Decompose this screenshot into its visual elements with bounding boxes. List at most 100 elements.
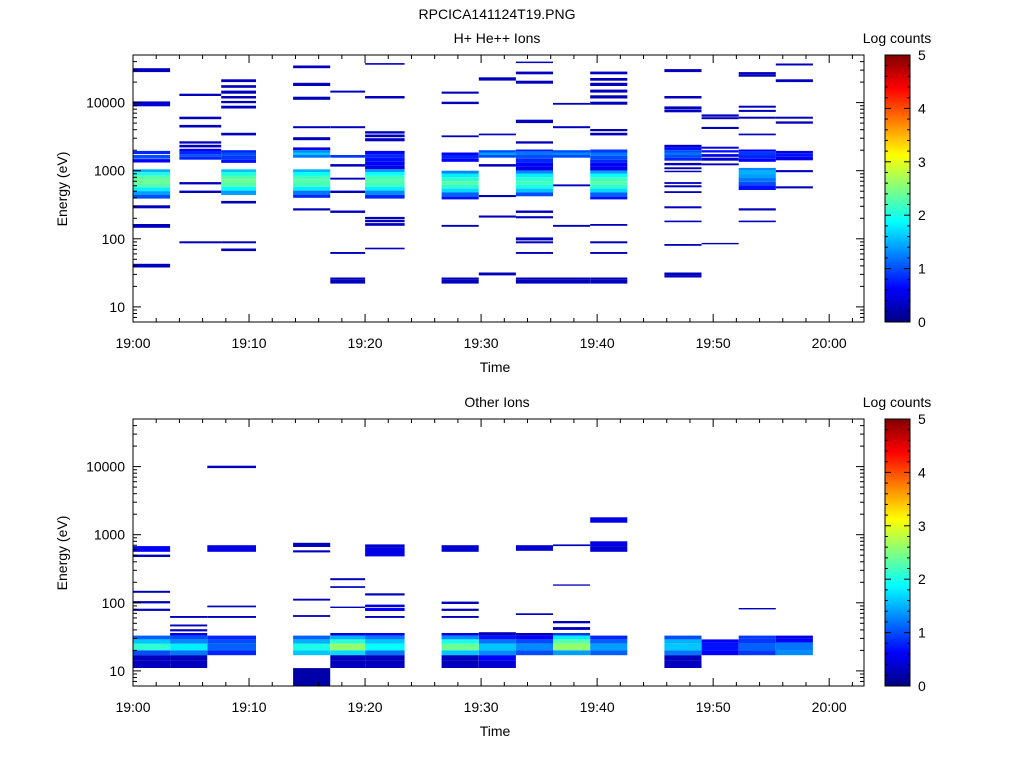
heatmap-cell bbox=[553, 627, 591, 630]
heatmap-cell bbox=[293, 639, 331, 644]
heatmap-cell bbox=[515, 170, 553, 174]
heatmap-cell bbox=[365, 186, 405, 191]
x-tick-label: 20:00 bbox=[812, 335, 847, 351]
heatmap-cell bbox=[170, 643, 208, 651]
heatmap-cell bbox=[293, 677, 331, 686]
heatmap-cell bbox=[170, 639, 208, 644]
heatmap-cell bbox=[478, 272, 516, 276]
heatmap-cell bbox=[293, 126, 331, 129]
heatmap-cell bbox=[221, 186, 256, 191]
heatmap-cell bbox=[330, 635, 366, 640]
heatmap-cell bbox=[590, 241, 628, 244]
heatmap-cell bbox=[330, 210, 366, 213]
x-tick-label: 19:40 bbox=[580, 699, 615, 715]
heatmap-cell bbox=[664, 144, 702, 148]
heatmap-cell bbox=[664, 220, 702, 223]
colorbar-tick-label: 4 bbox=[918, 464, 926, 480]
heatmap-cell bbox=[293, 152, 331, 155]
heatmap-cell bbox=[207, 639, 256, 644]
heatmap-cell bbox=[365, 154, 405, 158]
heatmap-cell bbox=[701, 157, 739, 161]
heatmap-cell bbox=[179, 124, 222, 128]
heatmap-cell bbox=[330, 633, 366, 636]
heatmap-cell bbox=[553, 224, 591, 227]
heatmap-cell bbox=[207, 650, 256, 656]
heatmap-cell bbox=[207, 545, 256, 552]
heatmap-cell bbox=[330, 90, 366, 93]
heatmap-cell bbox=[441, 635, 479, 640]
heatmap-cell bbox=[293, 65, 331, 69]
colorbar: 0 1 2 3 4 5 bbox=[884, 47, 926, 330]
heatmap-cell bbox=[221, 175, 256, 180]
heatmap-cell bbox=[515, 613, 553, 615]
colorbar-tick-label: 1 bbox=[918, 261, 926, 277]
heatmap-cell bbox=[590, 224, 628, 226]
heatmap-cell bbox=[221, 241, 256, 244]
heatmap-cell bbox=[441, 177, 479, 182]
heatmap-cell bbox=[590, 277, 628, 280]
heatmap-cell bbox=[738, 149, 776, 152]
heatmap-cell bbox=[207, 635, 256, 640]
heatmap-cell bbox=[179, 241, 222, 244]
heatmap-cell bbox=[133, 155, 171, 159]
heatmap-cell bbox=[179, 93, 222, 96]
heatmap-cell bbox=[221, 96, 256, 99]
plot-frame bbox=[132, 54, 865, 323]
heatmap-cell bbox=[590, 643, 628, 651]
heatmap-cell bbox=[179, 182, 222, 185]
heatmap-cell bbox=[330, 277, 366, 280]
heatmap-cell bbox=[590, 132, 628, 136]
colorbar-tick-label: 3 bbox=[918, 154, 926, 170]
x-tick-label: 19:50 bbox=[696, 699, 731, 715]
heatmap-cell bbox=[515, 166, 553, 171]
heatmap-cell bbox=[441, 188, 479, 193]
heatmap-cell bbox=[170, 633, 208, 636]
heatmap-cell bbox=[133, 205, 171, 209]
heatmap-cell bbox=[133, 608, 171, 611]
heatmap-cell bbox=[441, 101, 479, 105]
heatmap-cell bbox=[590, 650, 628, 656]
heatmap-cell bbox=[738, 208, 776, 211]
heatmap-cell bbox=[515, 277, 553, 280]
heatmap-cell bbox=[293, 542, 331, 547]
heatmap-cell bbox=[515, 241, 553, 244]
heatmap-cell bbox=[133, 195, 171, 199]
heatmap-cell bbox=[207, 465, 256, 469]
heatmap-cell bbox=[441, 639, 479, 644]
heatmap-cell bbox=[701, 650, 739, 656]
heatmap-cell bbox=[133, 150, 171, 155]
heatmap-cell bbox=[664, 147, 702, 151]
heatmap-cell bbox=[293, 635, 331, 640]
heatmap-cell bbox=[515, 162, 553, 167]
heatmap-cell bbox=[478, 643, 516, 651]
heatmap-cell bbox=[293, 179, 331, 183]
heatmap-cell bbox=[664, 185, 702, 188]
heatmap-cell bbox=[478, 195, 516, 198]
heatmap-cell bbox=[365, 195, 405, 199]
heatmap-cell bbox=[515, 639, 553, 644]
heatmap-cell bbox=[664, 635, 702, 640]
heatmap-cell bbox=[738, 133, 776, 136]
heatmap-cell bbox=[478, 650, 516, 656]
heatmap-cell bbox=[221, 79, 256, 83]
heatmap-cell bbox=[441, 135, 479, 138]
heatmap-cell bbox=[553, 155, 591, 158]
heatmap-cell bbox=[515, 192, 553, 197]
heatmap-cell bbox=[738, 185, 776, 190]
heatmap-cell bbox=[553, 126, 591, 129]
heatmap-cell bbox=[133, 101, 171, 107]
heatmap-cell bbox=[738, 116, 776, 119]
panel-other-ions: Other Ions Time Energy (eV) Log counts 1… bbox=[54, 394, 931, 739]
heatmap-cell bbox=[775, 153, 813, 157]
heatmap-cell bbox=[293, 169, 331, 173]
heatmap-cell bbox=[330, 639, 366, 644]
heatmap-cell bbox=[365, 179, 405, 183]
heatmap-cell bbox=[330, 190, 366, 193]
heatmap-cell bbox=[293, 155, 331, 158]
heatmap-cell bbox=[590, 177, 628, 182]
colorbar-gradient bbox=[884, 54, 911, 323]
heatmap-cell bbox=[441, 196, 479, 200]
heatmap-cell bbox=[553, 102, 591, 105]
heatmap-cell bbox=[179, 116, 222, 120]
heatmap-cell bbox=[664, 96, 702, 99]
